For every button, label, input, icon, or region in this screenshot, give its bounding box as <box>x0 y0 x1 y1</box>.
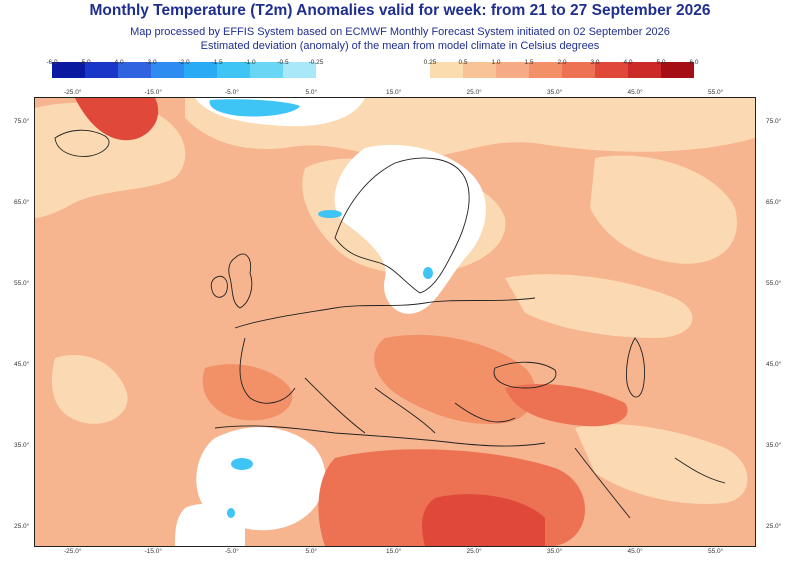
legend-negative-label: -0.25 <box>308 59 324 66</box>
coastline-north-africa <box>214 425 546 447</box>
legend-positive: 0.25 0.5 1.0 1.5 2.0 3.0 4.0 5.0 6.0 <box>424 59 699 78</box>
latitude-tick-label: 65.0° <box>766 199 782 206</box>
legend-positive-swatch: 1.0 <box>491 59 529 78</box>
map-subtitle-source: Map processed by EFFIS System based on E… <box>130 26 670 38</box>
cold-zone-norwegian-sea <box>209 99 300 117</box>
legend-negative-label: -3.0 <box>145 59 157 66</box>
map-title: Monthly Temperature (T2m) Anomalies vali… <box>89 2 711 19</box>
anomaly-map <box>34 97 756 547</box>
cold-spot-sahara <box>227 508 235 518</box>
warm-zone-balkans <box>374 334 536 424</box>
legend-negative-swatch: -4.0 <box>112 59 151 78</box>
coastline-red-sea <box>574 447 631 519</box>
latitude-tick-label: 25.0° <box>14 523 30 530</box>
longitude-tick-label: -25.0° <box>64 548 82 555</box>
longitude-tick-label: 35.0° <box>547 548 563 555</box>
light-zone-west <box>51 354 128 424</box>
coastline-black-sea <box>493 361 557 389</box>
legend-positive-label: 3.0 <box>590 59 600 66</box>
coastline-ireland <box>210 275 228 298</box>
legend-negative-swatch: -5.0 <box>79 59 118 78</box>
coastline-persian-gulf <box>674 457 726 484</box>
legend-positive-swatch: 4.0 <box>623 59 661 78</box>
longitude-tick-label: 15.0° <box>386 548 402 555</box>
legend-negative-label: -2.0 <box>178 59 190 66</box>
hot-zone-iceland <box>75 98 159 141</box>
longitude-tick-label: 55.0° <box>708 548 724 555</box>
legend-positive-label: 4.0 <box>623 59 633 66</box>
longitude-tick-label: -5.0° <box>225 89 239 96</box>
map-subtitle-units: Estimated deviation (anomaly) of the mea… <box>200 40 600 52</box>
longitude-tick-label: -25.0° <box>64 89 82 96</box>
light-zone-east <box>590 155 737 264</box>
legend-negative-swatch: -6.0 <box>46 59 85 78</box>
legend-negative: -6.0 -5.0 -4.0 -3.0 -2.0 -1.5 -1.0 -0.5 -0.25 <box>46 59 323 78</box>
coastline-iceland <box>54 129 110 157</box>
latitude-tick-label: 55.0° <box>14 280 30 287</box>
longitude-tick-label: 45.0° <box>627 89 643 96</box>
legend-positive-label: 0.5 <box>458 59 468 66</box>
latitude-tick-label: 35.0° <box>766 442 782 449</box>
longitude-tick-label: 35.0° <box>547 89 563 96</box>
legend-negative-swatch: -1.5 <box>211 59 250 78</box>
legend-negative-label: -0.5 <box>277 59 289 66</box>
latitude-tick-label: 65.0° <box>14 199 30 206</box>
legend-positive-swatch: 3.0 <box>590 59 628 78</box>
legend-negative-swatch: -2.0 <box>178 59 217 78</box>
warm-zone-turkey <box>505 383 628 427</box>
legend-negative-label: -1.0 <box>244 59 256 66</box>
white-zone-scandinavia <box>334 144 486 314</box>
longitude-tick-label: -5.0° <box>225 548 239 555</box>
white-zone-north-africa <box>196 427 326 531</box>
coastline-caspian <box>626 337 646 398</box>
legend-negative-swatch: -1.0 <box>244 59 283 78</box>
latitude-tick-label: 45.0° <box>766 361 782 368</box>
cold-spot-norway <box>318 210 342 218</box>
latitude-tick-label: 75.0° <box>14 118 30 125</box>
legend-negative-swatch: -3.0 <box>145 59 184 78</box>
longitude-tick-label: 25.0° <box>466 89 482 96</box>
light-zone-russia <box>505 274 693 338</box>
latitude-tick-label: 35.0° <box>14 442 30 449</box>
legend-positive-label: 6.0 <box>689 59 699 66</box>
longitude-tick-label: 45.0° <box>627 548 643 555</box>
coastline-uk <box>228 253 253 309</box>
anomaly-map-svg <box>35 98 755 546</box>
longitude-tick-label: 5.0° <box>305 548 318 555</box>
legend-positive-swatch: 0.5 <box>458 59 496 78</box>
warm-zone-iberia <box>202 364 293 421</box>
latitude-tick-label: 75.0° <box>766 118 782 125</box>
legend-positive-label: 5.0 <box>656 59 666 66</box>
coastlines <box>54 129 726 519</box>
legend-positive-label: 1.5 <box>524 59 534 66</box>
legend-positive-swatch: 5.0 6.0 <box>656 59 699 78</box>
legend-negative-label: -5.0 <box>79 59 91 66</box>
longitude-tick-label: -15.0° <box>144 548 162 555</box>
legend-negative-label: -1.5 <box>211 59 223 66</box>
legend-negative-label: -4.0 <box>112 59 124 66</box>
longitude-tick-label: 25.0° <box>466 548 482 555</box>
longitude-tick-label: -15.0° <box>144 89 162 96</box>
legend-positive-label: 0.25 <box>423 59 437 66</box>
latitude-tick-label: 45.0° <box>14 361 30 368</box>
hot-zone-sahara <box>422 494 545 546</box>
legend-positive-swatch: 1.5 <box>524 59 562 78</box>
legend-positive-label: 2.0 <box>557 59 567 66</box>
longitude-tick-label: 15.0° <box>386 89 402 96</box>
coastline-scandinavia <box>334 157 470 294</box>
light-zone-arabia <box>575 424 748 504</box>
legend-negative-label: -6.0 <box>46 59 58 66</box>
cold-spot-atlas <box>231 458 253 470</box>
longitude-tick-label: 55.0° <box>708 89 724 96</box>
latitude-tick-label: 25.0° <box>766 523 782 530</box>
latitude-tick-label: 55.0° <box>766 280 782 287</box>
coastline-europe <box>234 297 536 434</box>
longitude-tick-label: 5.0° <box>305 89 318 96</box>
legend-negative-swatch: -0.5 -0.25 <box>277 59 323 78</box>
legend-positive-label: 1.0 <box>491 59 501 66</box>
legend-positive-swatch: 0.25 <box>424 59 463 78</box>
legend-positive-swatch: 2.0 <box>557 59 595 78</box>
cold-spot-baltic <box>423 267 433 279</box>
